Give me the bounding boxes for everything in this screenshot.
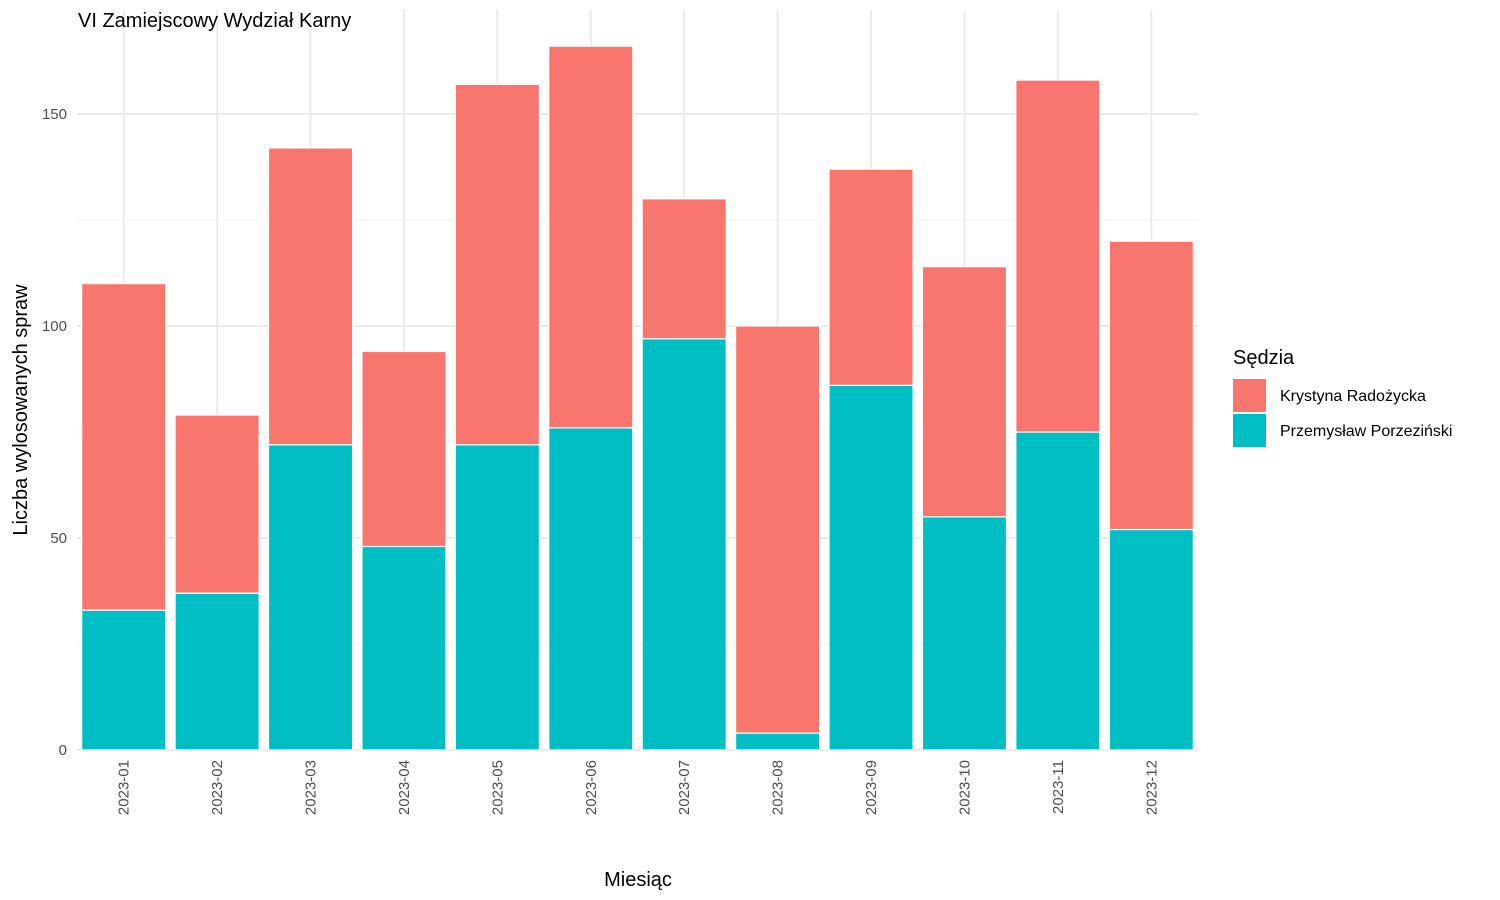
bar-segment bbox=[828, 168, 914, 386]
bar-segment bbox=[174, 592, 260, 751]
x-tick-label: 2023-10 bbox=[956, 760, 973, 815]
bar-segment bbox=[641, 198, 727, 340]
x-tick-label: 2023-03 bbox=[303, 760, 320, 815]
y-tick-label: 0 bbox=[59, 742, 67, 759]
bar-segment bbox=[921, 516, 1008, 751]
bar-segment bbox=[267, 444, 354, 751]
bar-segment bbox=[1015, 431, 1101, 751]
x-tick-label: 2023-12 bbox=[1143, 760, 1160, 815]
bar-segment bbox=[267, 147, 354, 446]
bars bbox=[81, 45, 1194, 751]
bar-segment bbox=[734, 732, 821, 751]
bar-segment bbox=[1108, 528, 1194, 751]
legend-swatch bbox=[1233, 379, 1266, 412]
bar-segment bbox=[828, 384, 914, 751]
bar-segment bbox=[1015, 79, 1101, 433]
legend-swatch bbox=[1233, 414, 1266, 447]
y-tick-label: 150 bbox=[42, 106, 67, 123]
bar-segment bbox=[548, 427, 634, 751]
x-axis-ticks: 2023-01 2023-02 2023-03 2023-04 2023-05 2023-… bbox=[116, 760, 1161, 815]
x-tick-label: 2023-01 bbox=[116, 760, 133, 815]
y-axis-ticks: 0 50 100 150 bbox=[42, 106, 67, 759]
x-tick-label: 2023-07 bbox=[676, 760, 693, 815]
bar-segment bbox=[81, 283, 167, 611]
y-tick-label: 100 bbox=[42, 318, 67, 335]
bar-segment bbox=[1108, 240, 1194, 531]
y-axis-title: Liczba wylosowanych spraw bbox=[10, 284, 32, 536]
bar-segment bbox=[548, 45, 634, 429]
x-tick-label: 2023-02 bbox=[209, 760, 226, 815]
legend-label: Przemysław Porzeziński bbox=[1280, 423, 1452, 440]
x-tick-label: 2023-11 bbox=[1050, 760, 1067, 814]
bar-segment bbox=[454, 444, 541, 751]
x-tick-label: 2023-09 bbox=[863, 760, 880, 815]
y-tick-label: 50 bbox=[50, 530, 67, 547]
x-tick-label: 2023-08 bbox=[770, 760, 787, 815]
bar-segment bbox=[174, 414, 260, 594]
x-tick-label: 2023-06 bbox=[583, 760, 600, 815]
bar-segment bbox=[361, 545, 447, 751]
legend-title: Sędzia bbox=[1233, 347, 1295, 369]
bar-segment bbox=[641, 338, 727, 751]
bar-segment bbox=[361, 350, 447, 548]
x-tick-label: 2023-04 bbox=[396, 760, 413, 815]
chart-title: VI Zamiejscowy Wydział Karny bbox=[78, 10, 351, 32]
legend-label: Krystyna Radożycka bbox=[1280, 388, 1426, 405]
bar-segment bbox=[734, 325, 821, 734]
bar-segment bbox=[921, 266, 1008, 518]
legend-items: Krystyna Radożycka Przemysław Porzeziński bbox=[1233, 379, 1452, 447]
bar-segment bbox=[81, 609, 167, 751]
x-tick-label: 2023-05 bbox=[489, 760, 506, 815]
x-axis-title: Miesiąc bbox=[604, 869, 672, 891]
bar-segment bbox=[454, 83, 541, 446]
legend: Sędzia Krystyna Radożycka Przemysław Porz… bbox=[1233, 347, 1452, 447]
